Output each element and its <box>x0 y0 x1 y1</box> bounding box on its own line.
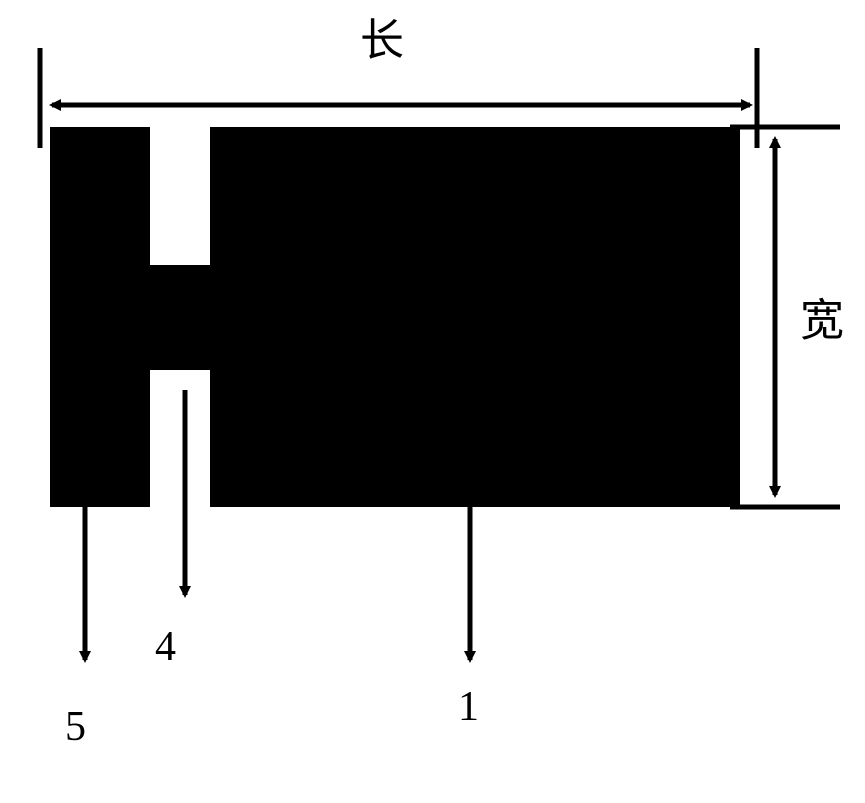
leader-5-label: 5 <box>65 704 86 750</box>
dimension-length-label: 长 <box>360 16 404 65</box>
part-left-block <box>50 127 150 507</box>
leader-4-label: 4 <box>155 624 176 670</box>
part-silhouette <box>50 127 740 507</box>
technical-diagram: 长 宽 1 4 5 <box>0 0 865 803</box>
dimension-width-label: 宽 <box>800 296 844 345</box>
leader-1-label: 1 <box>458 684 479 730</box>
part-main-body <box>210 127 740 507</box>
part-neck <box>150 265 210 370</box>
